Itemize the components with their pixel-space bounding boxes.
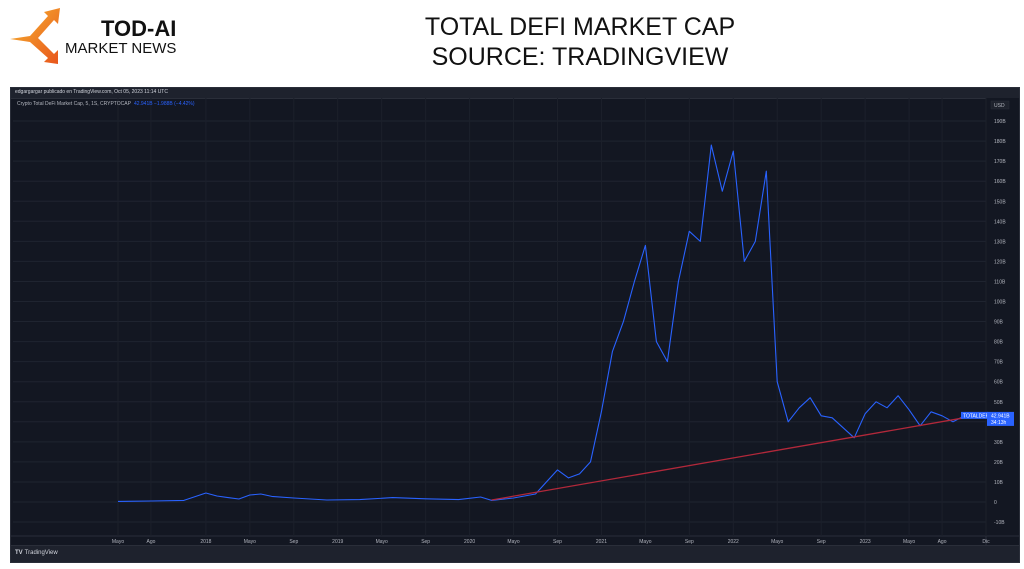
y-axis-tick: 130B bbox=[994, 239, 1006, 245]
publish-header: edgargargar publicado en TradingView.com… bbox=[11, 88, 1019, 99]
price-tag-value: 42.941B bbox=[991, 413, 1010, 419]
page-title-line1: TOTAL DEFI MARKET CAP bbox=[424, 13, 736, 41]
brand-label: TradingView bbox=[24, 550, 58, 556]
y-axis-tick: 170B bbox=[994, 159, 1006, 165]
x-axis-tick: Mayo bbox=[244, 539, 256, 545]
price-line[interactable] bbox=[117, 144, 965, 502]
symbol-tag-label: TOTALDEFI bbox=[963, 413, 990, 419]
y-axis-tick: 160B bbox=[994, 179, 1006, 185]
x-axis-tick: Sep bbox=[289, 539, 298, 545]
x-axis-tick: Mayo bbox=[376, 539, 388, 545]
symbol-tag bbox=[961, 411, 988, 419]
x-axis-tick: 2018 bbox=[200, 539, 211, 545]
x-axis-tick: Dic bbox=[982, 539, 990, 545]
y-axis-tick: 110B bbox=[994, 279, 1006, 285]
y-axis-tick: 20B bbox=[994, 460, 1004, 466]
y-axis-tick: 190B bbox=[994, 119, 1006, 125]
x-axis-tick: Ago bbox=[147, 539, 156, 545]
x-axis-tick: 2020 bbox=[464, 539, 475, 545]
logo-subtitle: MARKET NEWS bbox=[65, 40, 177, 57]
trendline[interactable] bbox=[491, 417, 965, 501]
y-axis-tick: 50B bbox=[994, 400, 1004, 406]
x-axis-tick: Mayo bbox=[903, 539, 915, 545]
y-axis-tick: 100B bbox=[994, 300, 1006, 306]
x-axis-tick: Sep bbox=[817, 539, 826, 545]
currency-label[interactable]: USD bbox=[994, 103, 1005, 109]
y-axis-tick: 120B bbox=[994, 259, 1006, 265]
tradingview-logo-icon: TV bbox=[15, 550, 23, 556]
x-axis-tick: Sep bbox=[685, 539, 694, 545]
x-axis-tick: 2019 bbox=[332, 539, 343, 545]
y-axis-tick: 80B bbox=[994, 340, 1004, 346]
y-axis-tick: 180B bbox=[994, 139, 1006, 145]
chart-legend: Crypto Total DeFi Market Cap, 5, 1S, CRY… bbox=[17, 101, 195, 107]
x-axis-tick: Mayo bbox=[507, 539, 519, 545]
legend-values: 42.941B −1.988B (−4.42%) bbox=[133, 101, 195, 107]
page-title: TOTAL DEFI MARKET CAP SOURCE: TRADINGVIE… bbox=[380, 12, 780, 72]
page-title-line2: SOURCE: TRADINGVIEW bbox=[431, 43, 729, 71]
x-axis-tick: Mayo bbox=[771, 539, 783, 545]
logo-title: TOD-AI bbox=[101, 16, 177, 41]
logo: TOD-AI MARKET NEWS bbox=[8, 6, 208, 66]
published-note: edgargargar publicado en TradingView.com… bbox=[15, 89, 168, 95]
tradingview-chart: edgargargar publicado en TradingView.com… bbox=[10, 87, 1020, 563]
arrow-logo-icon bbox=[10, 8, 60, 64]
y-axis-tick: 90B bbox=[994, 320, 1004, 326]
legend-symbol: Crypto Total DeFi Market Cap, 5, 1S, CRY… bbox=[17, 101, 131, 107]
x-axis-tick: Mayo bbox=[639, 539, 651, 545]
x-axis-tick: Ago bbox=[938, 539, 947, 545]
tradingview-brand[interactable]: TV TradingView bbox=[15, 550, 58, 556]
price-tag-countdown: 34:13h bbox=[991, 420, 1007, 426]
x-axis-tick: 2021 bbox=[596, 539, 607, 545]
y-axis-tick: 70B bbox=[994, 360, 1004, 366]
price-tag bbox=[987, 411, 1014, 426]
x-axis-tick: 2023 bbox=[860, 539, 871, 545]
y-axis-tick: 10B bbox=[994, 480, 1004, 486]
y-axis-tick: 30B bbox=[994, 440, 1004, 446]
y-axis-tick: 0 bbox=[994, 500, 997, 506]
x-axis-tick: Sep bbox=[553, 539, 562, 545]
chart-footer: TV TradingView bbox=[11, 545, 1019, 562]
y-axis-tick: -10B bbox=[994, 520, 1005, 526]
chart-canvas[interactable]: 190B 180B 170B 160B 150B 140B 130B 120B 110B 100B… bbox=[11, 88, 1021, 564]
y-axis-tick: 150B bbox=[994, 199, 1006, 205]
x-axis-tick: Sep bbox=[421, 539, 430, 545]
y-axis-tick: 60B bbox=[994, 380, 1004, 386]
x-axis-tick: 2022 bbox=[728, 539, 739, 545]
x-axis-tick: Mayo bbox=[112, 539, 124, 545]
y-axis-tick: 140B bbox=[994, 219, 1006, 225]
